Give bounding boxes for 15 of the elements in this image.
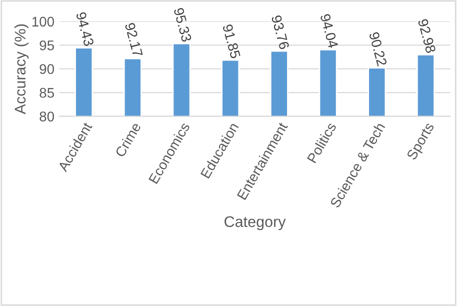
y-tick-label: 85	[40, 88, 54, 98]
data-label: 90.22	[368, 32, 388, 66]
y-tick-label: 90	[40, 64, 54, 74]
data-label: 92.98	[418, 18, 436, 54]
y-axis-title: Accuracy (%)	[14, 24, 29, 114]
y-tick-label: 100	[32, 16, 54, 27]
data-label: 95.33	[174, 7, 192, 42]
data-label: 91.85	[222, 24, 241, 59]
y-tick-label: 80	[40, 112, 54, 122]
y-tick-label: 95	[40, 40, 54, 50]
x-axis-title: Category	[224, 216, 286, 230]
data-label: 92.17	[124, 22, 143, 58]
data-label: 93.76	[271, 14, 290, 50]
data-label: 94.04	[320, 13, 338, 49]
data-label: 94.43	[76, 12, 94, 47]
